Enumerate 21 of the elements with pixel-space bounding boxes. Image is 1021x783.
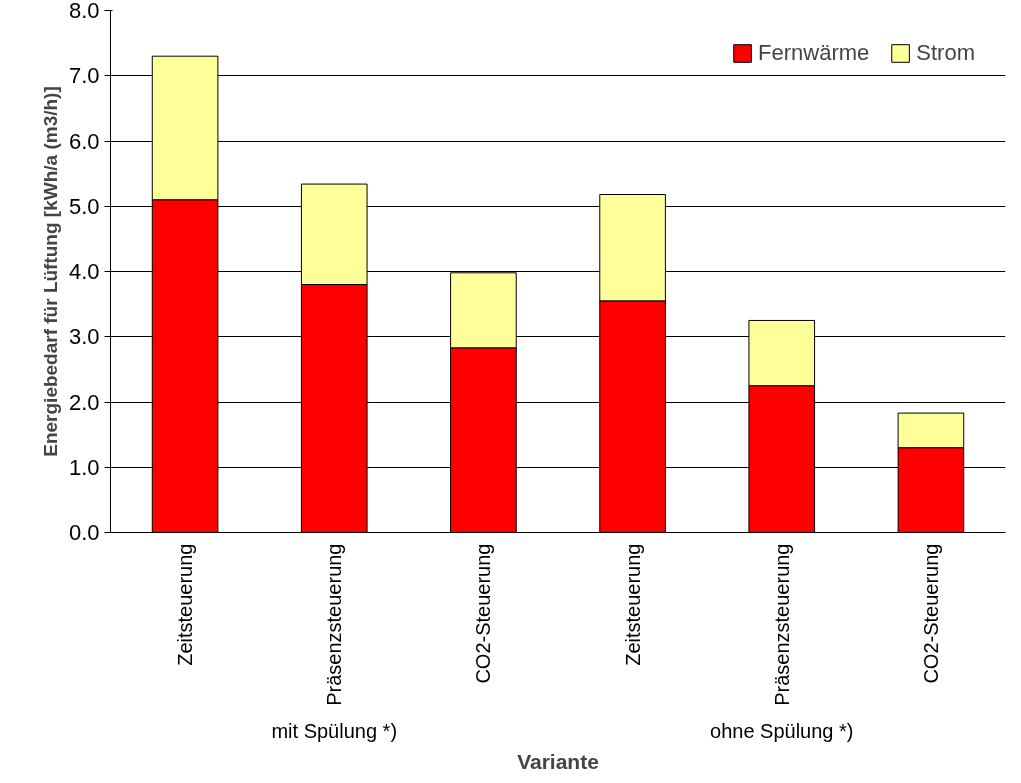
y-tick-label: 4.0 bbox=[68, 259, 100, 284]
y-tick-label: 0.0 bbox=[68, 520, 100, 545]
text: mit Spülung *) bbox=[271, 719, 398, 742]
x-tick-label: Präsenzsteuerung bbox=[770, 543, 793, 706]
x-axis-title: Variante bbox=[517, 749, 599, 773]
y-tick-label: 2.0 bbox=[68, 389, 100, 415]
legend-label: Fernwärme bbox=[758, 40, 870, 66]
y-tick-label: 7.0 bbox=[68, 63, 100, 89]
y-tick-label: 3.0 bbox=[68, 324, 100, 350]
x-tick-label: Zeitsteuerung bbox=[621, 543, 644, 666]
y-tick-label: 1.0 bbox=[68, 454, 100, 480]
y-tick-label: 8.0 bbox=[68, 0, 100, 23]
y-tick-label: 5.0 bbox=[68, 193, 100, 219]
x-tick-label: Präsenzsteuerung bbox=[323, 543, 346, 706]
x-tick-label: CO2-Steuerung bbox=[919, 543, 942, 684]
legend-label: Strom bbox=[916, 40, 975, 66]
text: ohne Spülung *) bbox=[710, 719, 854, 742]
y-axis-title: Energiebedarf für Lüftung [kWh/a (m3/h)] bbox=[39, 86, 61, 457]
x-tick-label: CO2-Steuerung bbox=[472, 543, 495, 684]
x-tick-label: Zeitsteuerung bbox=[174, 543, 197, 666]
y-tick-label: 6.0 bbox=[68, 128, 100, 154]
